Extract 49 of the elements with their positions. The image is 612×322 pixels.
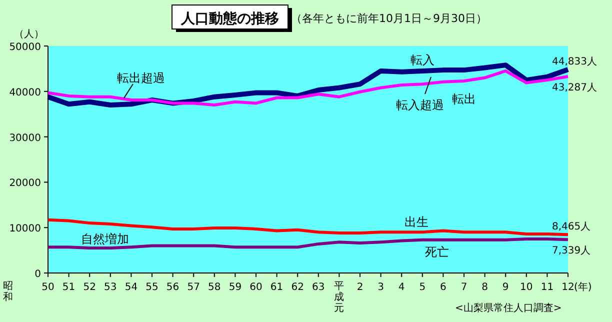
x-tick-label: 10 bbox=[520, 282, 533, 293]
series-label: 転入 bbox=[410, 52, 434, 67]
series-label: 出生 bbox=[404, 215, 428, 230]
x-tick-label: 12 bbox=[562, 282, 574, 293]
series-label: 転出 bbox=[452, 92, 476, 106]
x-tick-label: 52 bbox=[83, 282, 96, 293]
y-tick-label: 10000 bbox=[9, 224, 41, 235]
x-tick-label: 平成元 bbox=[334, 281, 344, 314]
x-tick-label: 6 bbox=[440, 282, 446, 293]
x-tick-label: 5 bbox=[419, 282, 426, 293]
x-tick-label: 9 bbox=[502, 282, 509, 293]
y-tick-label: 30000 bbox=[9, 132, 41, 144]
x-tick-label: 53 bbox=[104, 282, 117, 293]
x-tick-label: 60 bbox=[250, 282, 262, 293]
data-label: 43,287人 bbox=[552, 82, 597, 94]
x-tick-label: 55 bbox=[146, 282, 158, 293]
text: <山梨県常住人口調査> bbox=[455, 302, 562, 314]
x-tick-label: 58 bbox=[208, 282, 221, 293]
x-tick-label: 7 bbox=[460, 282, 468, 293]
x-tick-label: 3 bbox=[378, 282, 384, 293]
annotation: 自然増加 bbox=[81, 232, 129, 246]
x-tick-label: 2 bbox=[356, 282, 364, 293]
y-axis-title: （人） bbox=[14, 29, 44, 40]
x-tick-label: 50 bbox=[42, 282, 54, 293]
chart-subtitle: （各年ともに前年10月1日～9月30日） bbox=[291, 12, 487, 25]
annotation: 転出超過 bbox=[117, 71, 165, 85]
data-label: 44,833人 bbox=[552, 56, 597, 68]
x-tick-label: 51 bbox=[62, 282, 76, 293]
y-tick-label: 50000 bbox=[9, 42, 41, 53]
x-tick-label: 62 bbox=[291, 282, 304, 293]
x-tick-label: 8 bbox=[482, 282, 488, 293]
x-tick-label: 56 bbox=[166, 282, 180, 293]
data-label: 8,465人 bbox=[552, 222, 591, 233]
data-label: 7,339人 bbox=[552, 246, 591, 257]
series-label: 死亡 bbox=[425, 244, 450, 259]
x-tick-label: 59 bbox=[228, 282, 242, 293]
y-tick-label: 20000 bbox=[9, 178, 41, 190]
text: 昭和 bbox=[3, 281, 13, 303]
x-tick-label: 61 bbox=[270, 282, 284, 293]
x-tick-label: 63 bbox=[312, 282, 325, 293]
annotation: 転入超過 bbox=[396, 98, 444, 112]
y-tick-label: 0 bbox=[34, 269, 41, 280]
x-tick-label: 11 bbox=[540, 282, 554, 293]
x-tick-label: 57 bbox=[187, 282, 200, 293]
y-tick-label: 40000 bbox=[9, 87, 41, 98]
x-tick-label: 54 bbox=[124, 282, 138, 293]
x-axis-title: (年) bbox=[574, 281, 592, 293]
x-tick-label: 4 bbox=[398, 282, 405, 293]
chart-title: 人口動態の推移 bbox=[180, 10, 279, 27]
